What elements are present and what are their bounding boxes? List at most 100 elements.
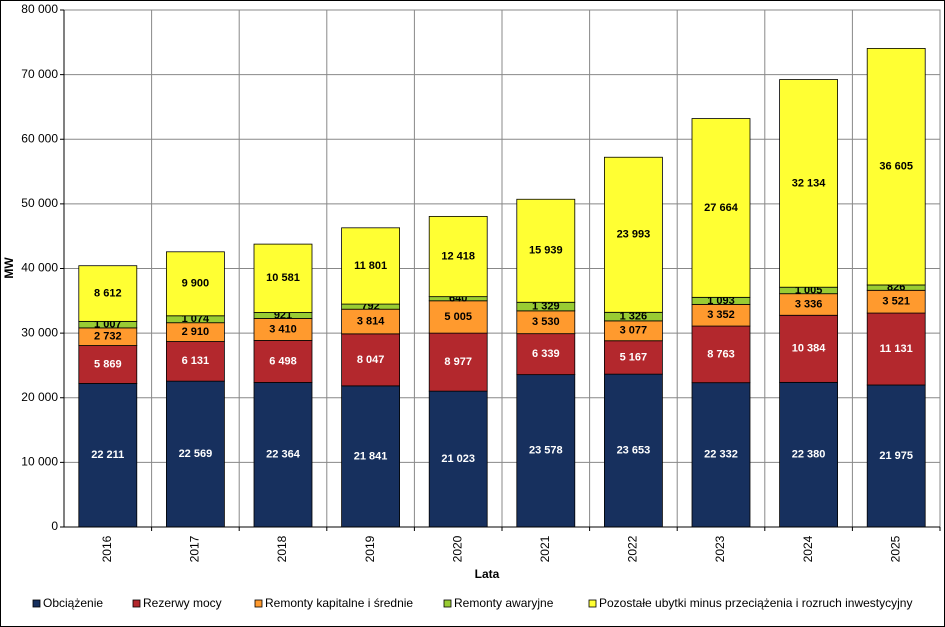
data-label: 8 977 — [444, 356, 472, 368]
bar-segment — [604, 156, 663, 313]
data-label: 6 498 — [269, 355, 297, 367]
data-label: 6 339 — [532, 348, 560, 360]
y-axis-title: MW — [2, 257, 16, 279]
y-tick-label: 60 000 — [21, 131, 58, 145]
data-label: 21 023 — [441, 453, 475, 465]
y-tick-label: 50 000 — [21, 196, 58, 210]
bar-segment — [516, 198, 576, 303]
x-tick-label: 2019 — [363, 535, 377, 562]
legend-label: Rezerwy mocy — [143, 596, 222, 610]
data-label: 5 167 — [620, 351, 648, 363]
data-label: 23 578 — [529, 445, 563, 457]
data-label: 6 131 — [182, 355, 210, 367]
y-tick-label: 20 000 — [21, 390, 58, 404]
bar-segment — [428, 300, 488, 334]
bar-segment — [866, 312, 926, 386]
data-label: 5 005 — [444, 311, 472, 323]
legend-label: Remonty awaryjne — [454, 596, 554, 610]
y-tick-label: 10 000 — [21, 455, 58, 469]
bar-segment — [253, 243, 313, 313]
data-label: 3 814 — [357, 315, 385, 327]
data-label: 3 336 — [795, 298, 823, 310]
data-label: 2 732 — [94, 331, 122, 343]
data-label: 21 841 — [354, 450, 388, 462]
legend-swatch — [443, 599, 452, 608]
data-label: 22 364 — [266, 449, 301, 461]
data-label: 21 975 — [879, 450, 913, 462]
data-label: 23 993 — [617, 229, 651, 241]
legend-label: Obciążenie — [43, 596, 103, 610]
bar-segment — [165, 251, 225, 317]
bar-segment — [428, 332, 488, 392]
x-tick-label: 2023 — [713, 535, 727, 562]
data-label: 3 077 — [620, 325, 648, 337]
data-label: 22 569 — [179, 448, 213, 460]
x-tick-label: 2017 — [188, 535, 202, 562]
data-label: 1 326 — [620, 310, 648, 322]
bar-segment — [691, 325, 751, 384]
data-label: 36 605 — [879, 161, 913, 173]
bar-segment — [866, 48, 926, 286]
legend-label: Remonty kapitalne i średnie — [265, 596, 413, 610]
x-tick-label: 2025 — [888, 535, 902, 562]
data-label: 32 134 — [792, 177, 827, 189]
data-label: 11 801 — [354, 260, 387, 272]
bar-segment — [341, 227, 401, 305]
bar-segment — [516, 333, 576, 376]
bar-segment — [691, 118, 751, 298]
x-axis-title: Lata — [475, 567, 500, 581]
data-label: 3 521 — [882, 296, 910, 308]
legend-swatch — [588, 599, 597, 608]
bar-segment — [691, 382, 751, 528]
bar-segment — [604, 373, 663, 528]
bar-segment — [866, 384, 926, 528]
bar-segment — [341, 333, 401, 387]
bar-segment — [341, 308, 401, 335]
data-label: 12 418 — [441, 250, 475, 262]
x-tick-label: 2016 — [100, 535, 114, 562]
bar-segment — [428, 390, 488, 528]
y-tick-label: 80 000 — [21, 2, 58, 16]
legend-swatch — [32, 599, 41, 608]
data-label: 2 910 — [182, 326, 210, 338]
data-label: 8 763 — [707, 348, 735, 360]
bar-segment — [779, 79, 838, 288]
data-label: 9 900 — [182, 278, 210, 290]
data-label: 15 939 — [529, 245, 563, 257]
bar-segment — [516, 374, 576, 528]
data-label: 23 653 — [617, 444, 651, 456]
x-tick-label: 2020 — [450, 535, 464, 562]
x-tick-label: 2021 — [538, 535, 552, 562]
data-label: 22 332 — [704, 449, 738, 461]
data-label: 22 380 — [792, 449, 826, 461]
data-label: 22 211 — [91, 449, 124, 461]
bar-segment — [253, 382, 313, 528]
y-tick-label: 70 000 — [21, 67, 58, 81]
y-tick-label: 0 — [51, 519, 58, 533]
legend-label: Pozostałe ubytki minus przeciążenia i ro… — [599, 596, 912, 610]
y-tick-label: 30 000 — [21, 325, 58, 339]
data-label: 5 869 — [94, 358, 122, 370]
y-tick-label: 40 000 — [21, 261, 58, 275]
bar-segment — [341, 385, 401, 528]
bar-segment — [428, 215, 488, 298]
x-tick-label: 2018 — [275, 535, 289, 562]
bar-segment — [78, 345, 138, 384]
data-label: 27 664 — [704, 202, 739, 214]
data-label: 10 581 — [266, 272, 300, 284]
bar-segment — [78, 383, 138, 528]
data-label: 1 093 — [707, 295, 735, 307]
data-label: 1 329 — [532, 300, 560, 312]
data-label: 3 410 — [269, 323, 297, 335]
legend-swatch — [254, 599, 263, 608]
bar-segment — [78, 265, 138, 322]
data-label: 3 530 — [532, 316, 560, 328]
data-label: 11 131 — [880, 343, 913, 355]
legend-swatch — [132, 599, 141, 608]
bar-segment — [779, 314, 838, 383]
data-label: 3 352 — [707, 309, 735, 321]
data-label: 8 612 — [94, 287, 122, 299]
bar-segment — [253, 340, 313, 383]
data-label: 10 384 — [792, 343, 827, 355]
